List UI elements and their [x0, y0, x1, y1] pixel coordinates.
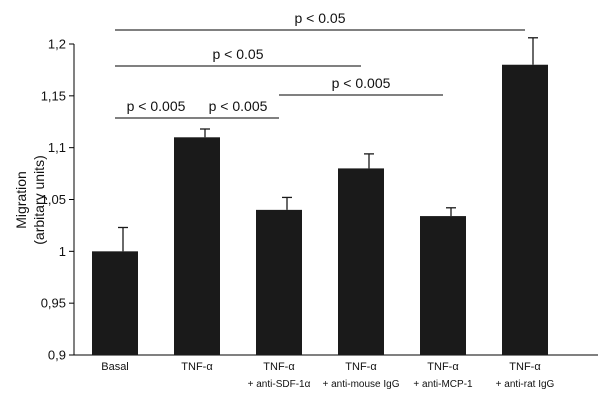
- y-ticks: 0,9 0,95 1 1,05 1,1 1,15 1,2: [41, 37, 74, 363]
- category-sublabel: + anti-SDF-1α: [248, 379, 311, 390]
- category-labels: Basal TNF-α TNF-α + anti-SDF-1α TNF-α + anti-…: [101, 361, 554, 390]
- category-sublabel: + anti-rat IgG: [496, 379, 555, 390]
- category-label: Basal: [101, 361, 129, 373]
- y-tick-label: 1: [59, 244, 66, 259]
- y-axis-title-units: (arbitary units): [31, 155, 47, 244]
- significance-label: p < 0.005: [209, 98, 268, 114]
- bar: [338, 168, 384, 355]
- significance-label: p < 0.05: [213, 46, 264, 62]
- category-sublabel: + anti-mouse IgG: [323, 379, 400, 390]
- significance-brackets: p < 0.05 p < 0.05 p < 0.005 p < 0.005 p < 0.…: [115, 10, 525, 119]
- bars: [92, 64, 548, 355]
- significance-label: p < 0.05: [295, 10, 346, 26]
- y-tick-label: 1,05: [41, 192, 66, 207]
- y-tick-label: 1,2: [48, 37, 66, 52]
- category-label: TNF-α: [509, 361, 541, 373]
- y-tick-label: 1,15: [41, 88, 66, 103]
- bar: [174, 137, 220, 355]
- y-tick-label: 0,9: [48, 348, 66, 363]
- significance-label: p < 0.005: [332, 75, 391, 91]
- category-label: TNF-α: [427, 361, 459, 373]
- category-label: TNF-α: [263, 361, 295, 373]
- significance-label: p < 0.005: [127, 98, 186, 114]
- bar: [256, 209, 302, 355]
- y-axis-title-main: Migration: [13, 171, 29, 229]
- bar: [92, 251, 138, 355]
- y-tick-label: 1,1: [48, 140, 66, 155]
- y-axis-title: Migration (arbitary units): [13, 155, 47, 244]
- category-label: TNF-α: [181, 361, 213, 373]
- bar: [420, 216, 466, 355]
- category-label: TNF-α: [345, 361, 377, 373]
- category-sublabel: + anti-MCP-1: [413, 379, 473, 390]
- y-tick-label: 0,95: [41, 296, 66, 311]
- error-bars: [118, 37, 538, 252]
- bar: [502, 64, 548, 355]
